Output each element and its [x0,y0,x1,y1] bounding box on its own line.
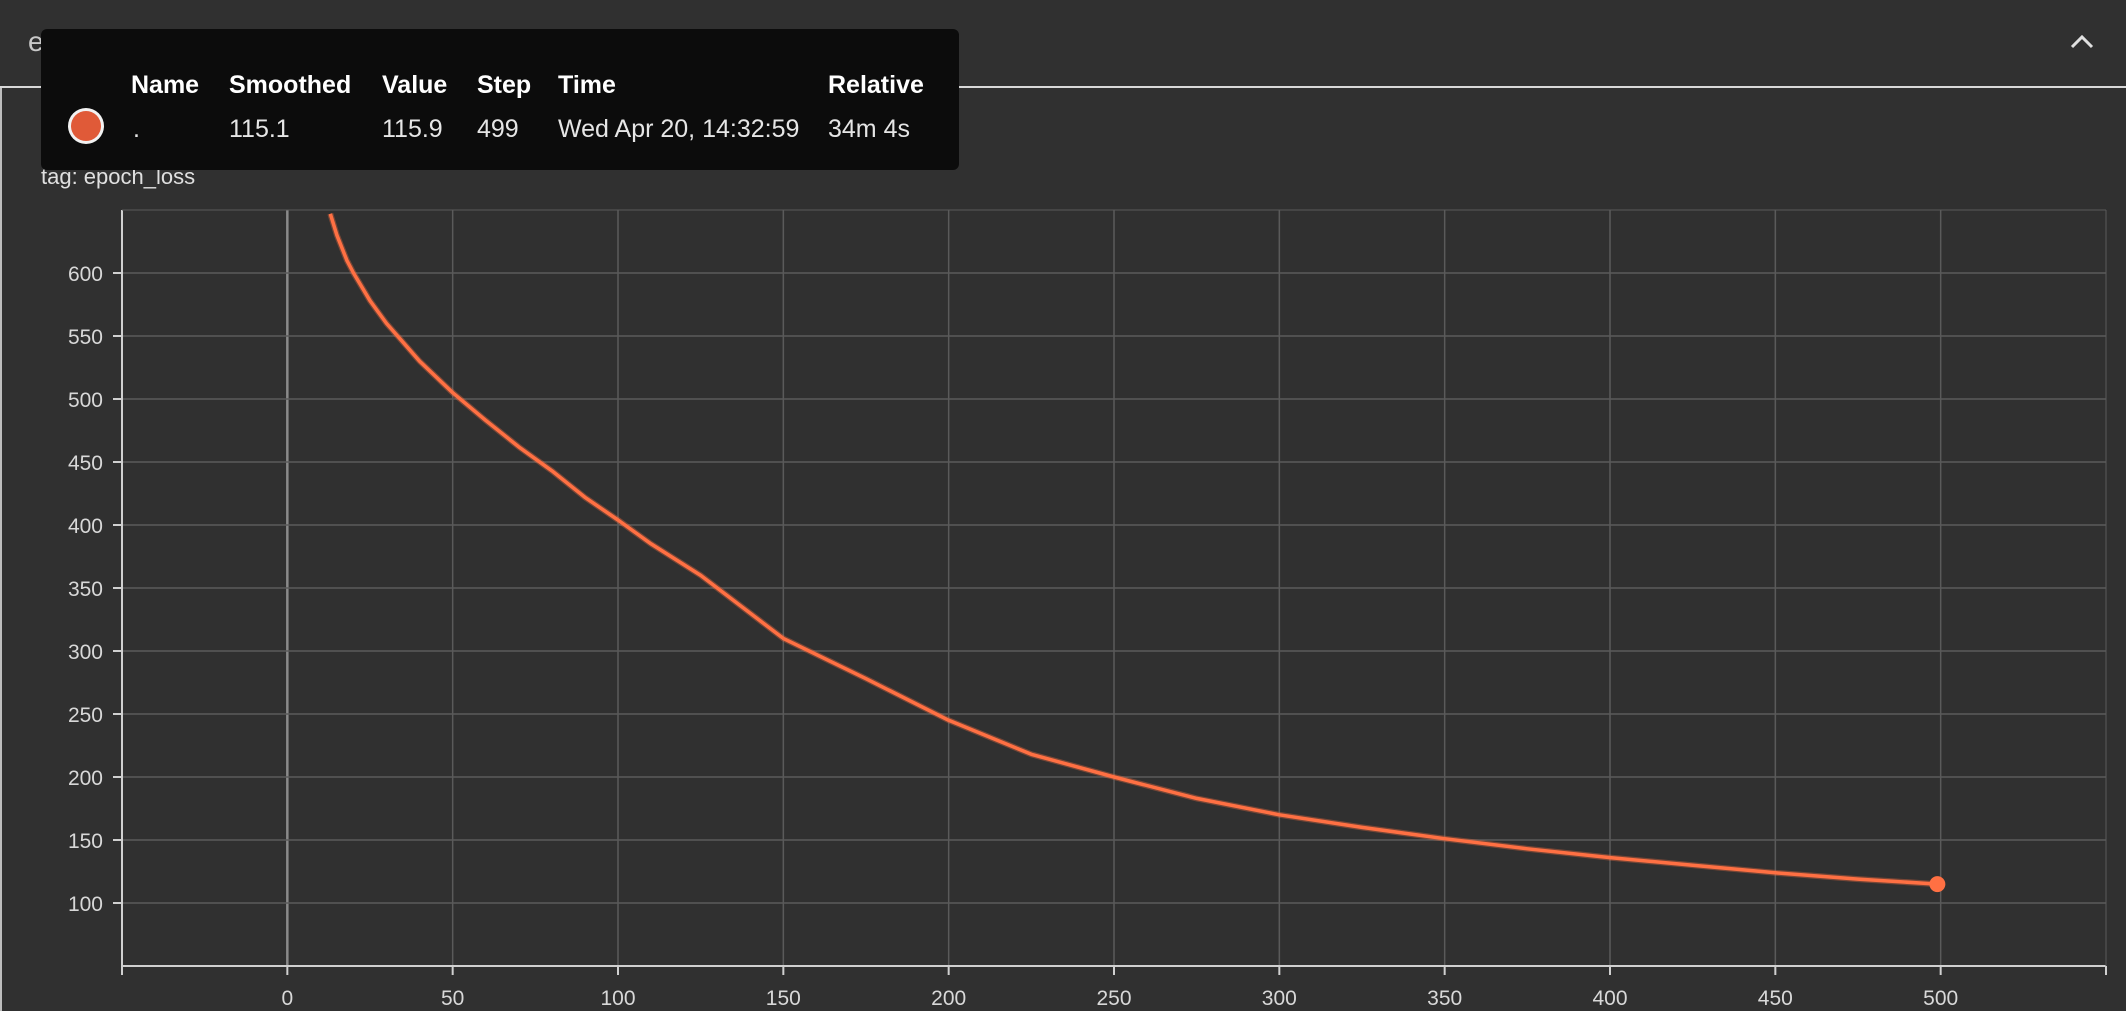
x-tick-label: 300 [1262,987,1297,1010]
highlighted-point [1929,876,1946,893]
tooltip-header-time: Time [558,71,616,99]
tooltip-header-relative: Relative [828,71,924,99]
x-tick-label: 100 [600,987,635,1010]
x-tick-label: 0 [281,987,293,1010]
tooltip-time: Wed Apr 20, 14:32:59 [558,115,800,143]
y-tick-label: 550 [68,326,103,349]
y-tick-label: 600 [68,263,103,286]
y-tick-label: 500 [68,389,103,412]
chevron-up-icon[interactable] [2062,22,2102,62]
axes: 0 50 100 150 200 250 300 350 400 450 500 100 150 200 2… [68,209,2107,1010]
tooltip-value: 115.9 [382,115,443,143]
x-tick-label: 400 [1592,987,1627,1010]
x-tick-label: 500 [1923,987,1958,1010]
x-tick-label: 200 [931,987,966,1010]
tooltip: Name Smoothed Value Step Time Relative .… [41,29,959,170]
y-tick-label: 400 [68,515,103,538]
x-tick-label: 150 [766,987,801,1010]
x-tick-label: 450 [1758,987,1793,1010]
tooltip-header-step: Step [477,71,532,99]
tooltip-relative: 34m 4s [828,115,910,143]
y-tick-label: 250 [68,704,103,727]
tooltip-header-smoothed: Smoothed [229,71,352,99]
x-tick-label: 350 [1427,987,1462,1010]
series-line [328,213,1938,886]
series-color-dot [71,111,101,141]
y-tick-label: 150 [68,830,103,853]
series [327,212,1946,893]
x-tick-label: 50 [441,987,464,1010]
y-tick-label: 350 [68,578,103,601]
y-tick-label: 100 [68,893,103,916]
tooltip-smoothed-value: 115.1 [229,115,290,143]
y-tick-label: 450 [68,452,103,475]
tooltip-header-name: Name [131,71,200,99]
card-border [0,88,2,1011]
y-tick-label: 200 [68,767,103,790]
x-tick-label: 250 [1096,987,1131,1010]
tooltip-run-name: . [133,115,140,143]
tooltip-step: 499 [477,115,519,143]
grid [122,210,2106,966]
tooltip-header-value: Value [382,71,448,99]
y-tick-label: 300 [68,641,103,664]
